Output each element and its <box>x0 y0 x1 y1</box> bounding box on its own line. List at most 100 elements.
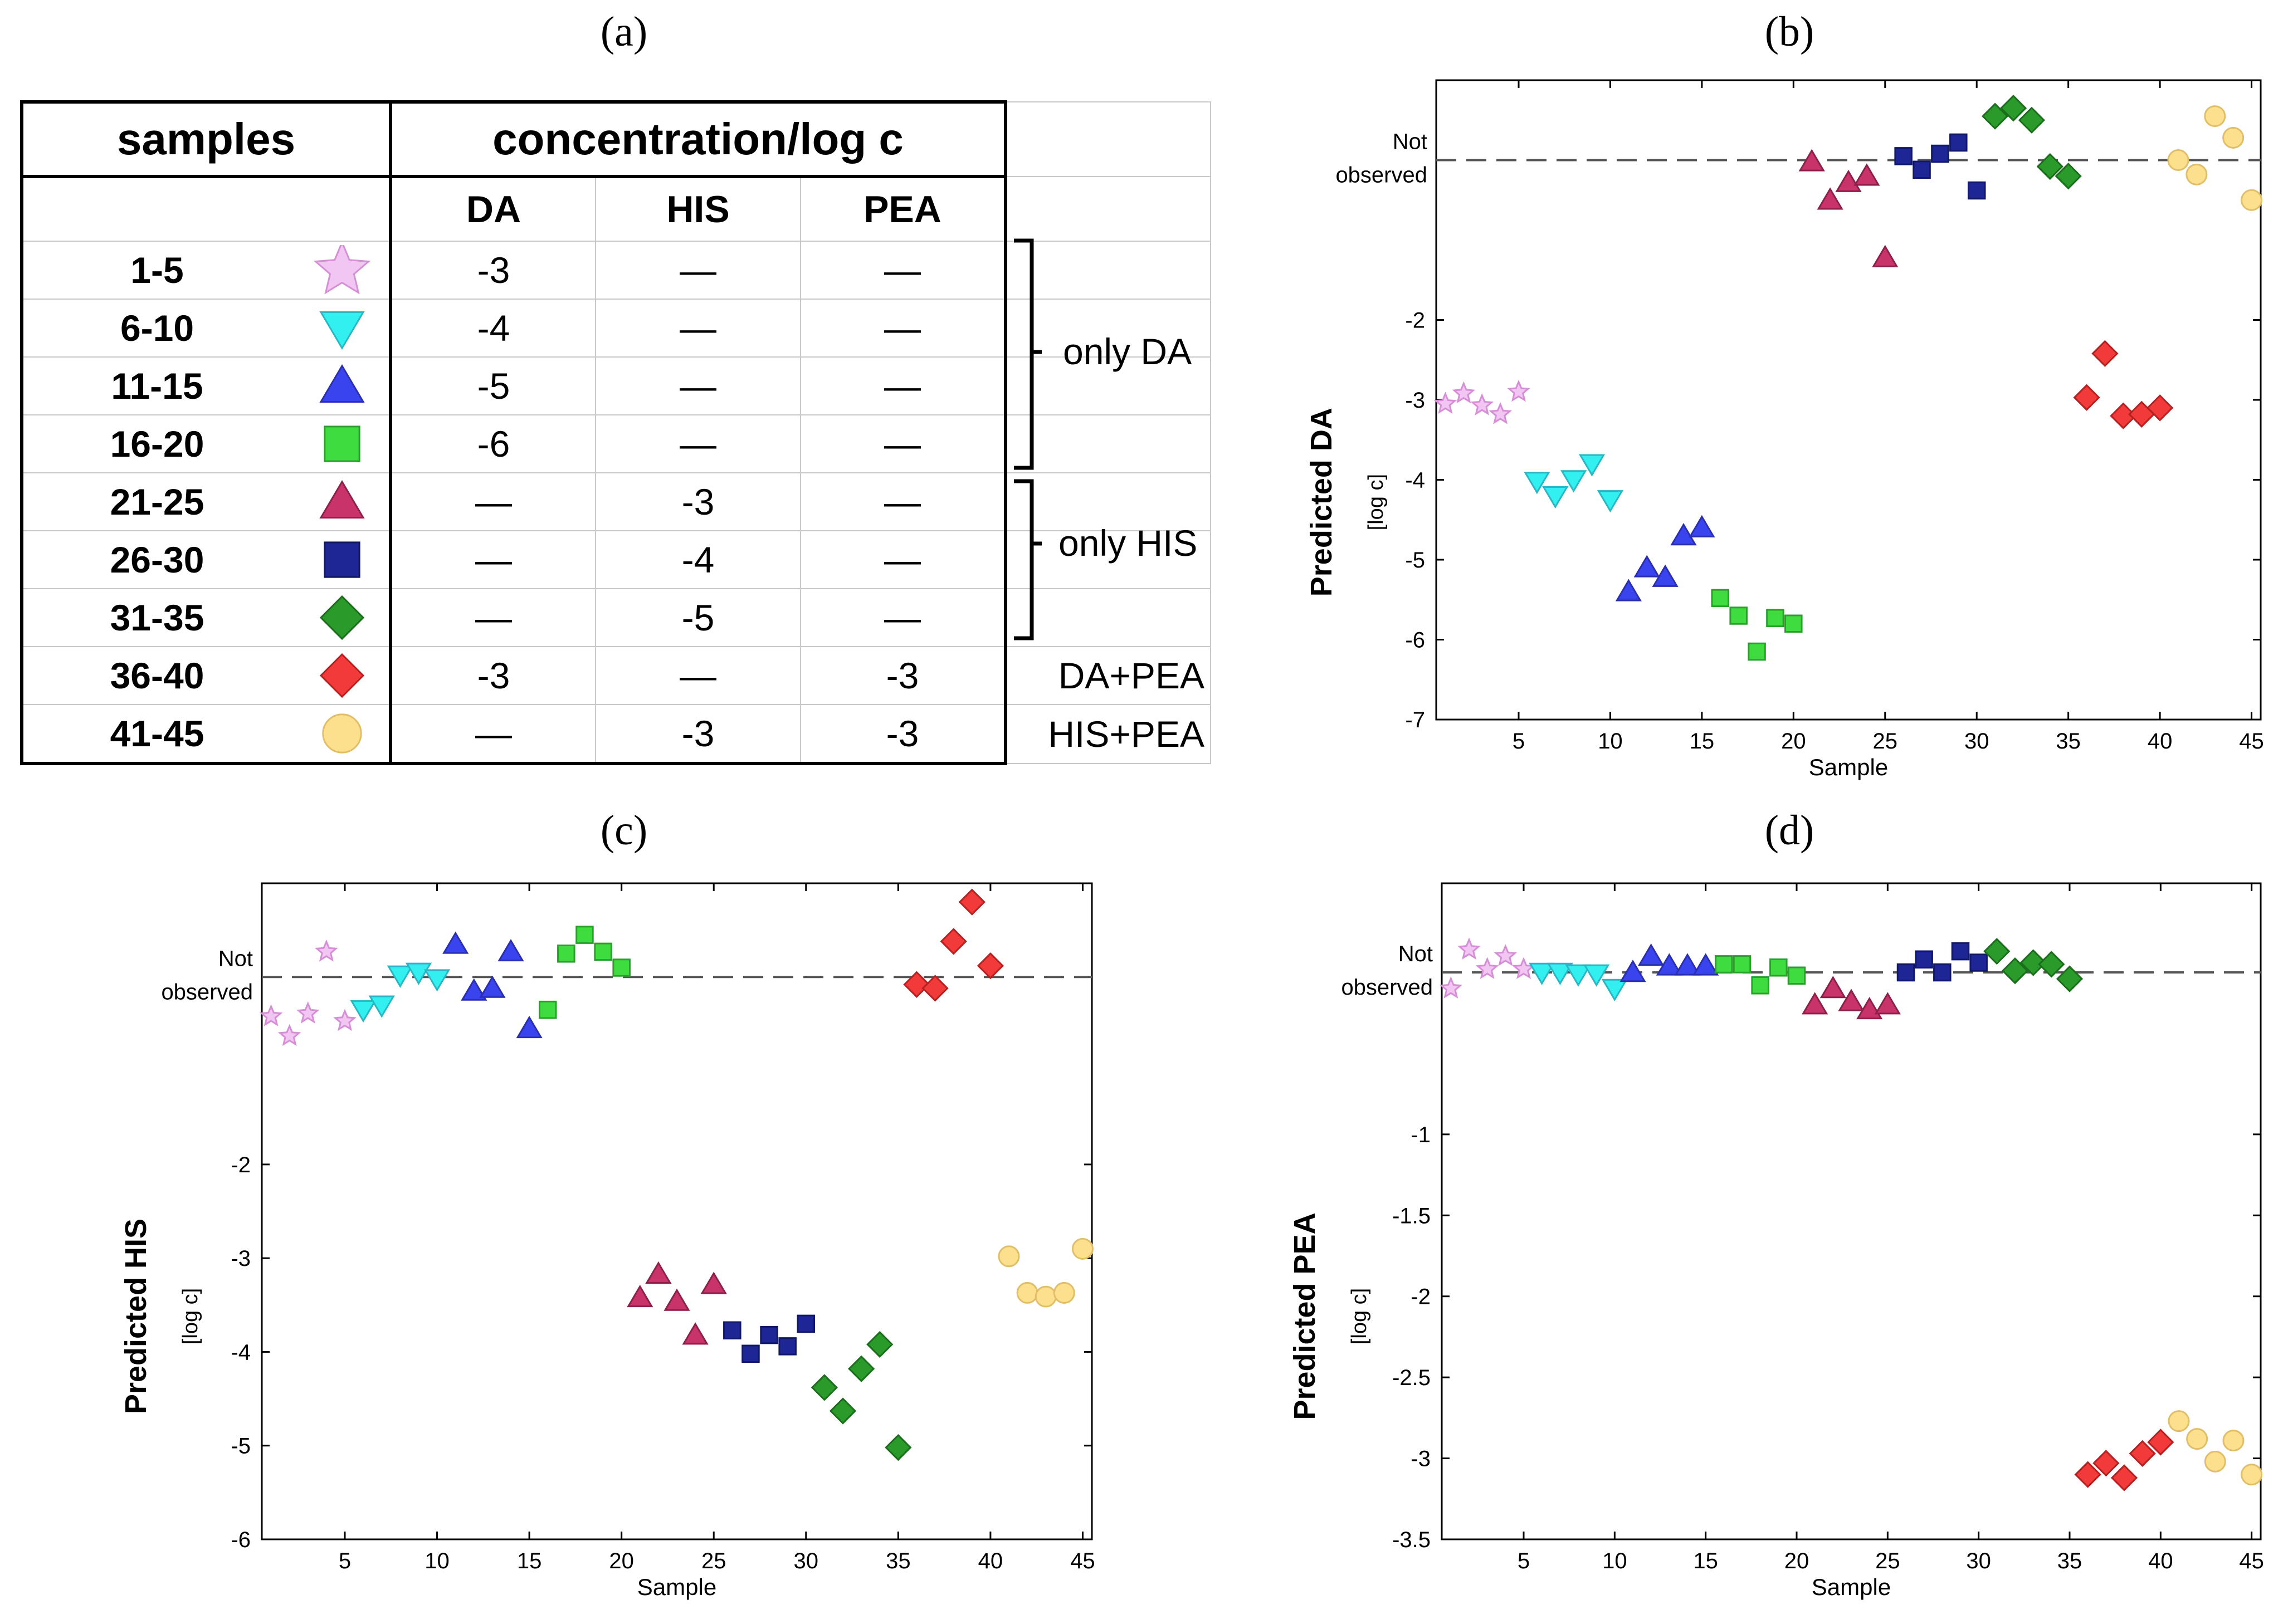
star-legend-marker <box>313 245 371 295</box>
circle-legend-marker <box>322 713 362 754</box>
data-point-sample-21 <box>627 1284 653 1308</box>
data-point-sample-22 <box>1819 976 1846 999</box>
data-point-sample-17 <box>557 944 575 963</box>
data-point-sample-43 <box>2204 1450 2226 1473</box>
data-point-sample-32 <box>2001 957 2029 985</box>
x-tick-label: 30 <box>1966 1549 1991 1573</box>
tri-up-legend-marker <box>319 480 365 518</box>
data-point-sample-20 <box>1787 966 1806 985</box>
data-point-sample-8 <box>1565 964 1592 987</box>
diamond-marker-icon <box>319 595 365 640</box>
da-value-cell: -5 <box>390 356 596 415</box>
data-point-sample-10 <box>423 969 451 992</box>
x-tick-label: 45 <box>1070 1549 1095 1573</box>
data-point-sample-15 <box>1692 953 1719 976</box>
data-point-sample-38 <box>940 928 967 955</box>
data-point-sample-6 <box>1529 962 1555 985</box>
data-point-sample-37 <box>2092 1450 2120 1477</box>
data-point-sample-34 <box>2036 153 2063 180</box>
data-point-sample-28 <box>760 1325 778 1344</box>
x-tick-label: 30 <box>794 1549 819 1573</box>
data-point-sample-19 <box>1766 609 1784 628</box>
data-point-sample-35 <box>2055 163 2082 190</box>
pea-value-cell: — <box>800 472 1007 531</box>
data-point-sample-32 <box>829 1397 857 1425</box>
data-point-sample-39 <box>2129 1440 2156 1467</box>
combination-note-cell <box>1005 241 1211 300</box>
da-value-cell: -3 <box>390 646 596 705</box>
sample-range-cell: 26-30 <box>20 530 392 589</box>
data-point-sample-45 <box>1071 1237 1094 1260</box>
data-point-sample-14 <box>497 938 524 962</box>
data-point-sample-42 <box>2186 1428 2208 1450</box>
data-point-sample-4 <box>1494 944 1518 966</box>
data-point-sample-22 <box>645 1261 672 1284</box>
y-axis-label: Predicted HIS <box>119 1219 153 1414</box>
data-point-sample-3 <box>1470 393 1494 415</box>
pea-value-cell: — <box>800 530 1007 589</box>
data-point-sample-18 <box>1751 976 1769 995</box>
data-point-sample-33 <box>2019 949 2047 976</box>
data-point-sample-18 <box>1748 642 1766 661</box>
data-point-sample-1 <box>259 1004 283 1026</box>
y-tick-label: -1.5 <box>1392 1204 1431 1228</box>
data-point-sample-17 <box>1729 606 1748 625</box>
sample-range-cell: 11-15 <box>20 356 392 415</box>
his-value-cell: — <box>595 414 801 473</box>
data-point-sample-23 <box>664 1288 690 1311</box>
data-point-sample-24 <box>682 1322 709 1345</box>
data-point-sample-30 <box>1969 953 1988 972</box>
data-point-sample-1 <box>1433 392 1457 414</box>
his-value-cell: -5 <box>595 588 801 647</box>
da-value-cell: — <box>390 472 596 531</box>
table-brackets: only DA only HIS <box>1014 238 1197 640</box>
data-point-sample-5 <box>333 1009 357 1031</box>
y-axis-unit: [log c] <box>1364 474 1388 530</box>
sample-range-cell: 21-25 <box>20 472 392 531</box>
x-tick-label: 35 <box>886 1549 911 1573</box>
x-tick-label: 40 <box>2148 1549 2173 1573</box>
data-point-sample-25 <box>700 1271 727 1294</box>
da-value-cell: — <box>390 588 596 647</box>
panel-label-b: (b) <box>1764 8 1814 55</box>
data-point-sample-40 <box>2147 1429 2174 1456</box>
subheader-empty-cell <box>1005 176 1211 242</box>
x-tick-label: 10 <box>425 1549 450 1573</box>
data-point-sample-11 <box>1619 960 1646 982</box>
data-point-sample-2 <box>1452 381 1476 404</box>
data-point-sample-21 <box>1798 149 1825 172</box>
table-row: 11-15 -5— — <box>20 356 1211 415</box>
his-column-header: HIS <box>595 176 801 242</box>
sample-range-label: 6-10 <box>120 307 194 349</box>
combination-note-cell: HIS+PEA <box>1005 704 1211 764</box>
data-point-sample-28 <box>1931 144 1949 163</box>
diamond-marker-icon <box>319 653 365 698</box>
data-point-sample-3 <box>296 1001 320 1024</box>
da-value-cell: -4 <box>390 299 596 358</box>
table-row: 26-30 — -4— <box>20 530 1211 589</box>
data-point-sample-9 <box>1578 454 1606 477</box>
x-tick-label: 45 <box>2239 729 2264 754</box>
data-point-sample-20 <box>612 958 631 977</box>
combination-note-cell <box>1005 299 1211 358</box>
data-point-sample-16 <box>1711 589 1730 608</box>
data-point-sample-40 <box>2146 394 2174 422</box>
y-tick-label: -5 <box>231 1434 251 1459</box>
data-point-sample-2 <box>277 1024 301 1046</box>
x-tick-label: 45 <box>2239 1549 2264 1573</box>
da-value-cell: -6 <box>390 414 596 473</box>
data-point-sample-26 <box>723 1321 741 1339</box>
header-empty-cell <box>1005 101 1211 177</box>
samples-subheader-empty <box>20 176 392 242</box>
star-marker-icon <box>313 245 371 295</box>
data-point-sample-7 <box>1542 486 1569 509</box>
diamond-legend-marker <box>319 595 365 640</box>
square-marker-icon <box>324 425 360 462</box>
panel-label-d: (d) <box>1764 807 1814 854</box>
y-tick-label: -6 <box>1405 628 1425 653</box>
y-tick-label: -2 <box>231 1153 251 1177</box>
data-point-sample-31 <box>1981 102 2009 130</box>
tri-down-legend-marker <box>319 311 365 350</box>
data-point-sample-43 <box>2204 105 2226 128</box>
data-point-sample-30 <box>797 1314 816 1333</box>
